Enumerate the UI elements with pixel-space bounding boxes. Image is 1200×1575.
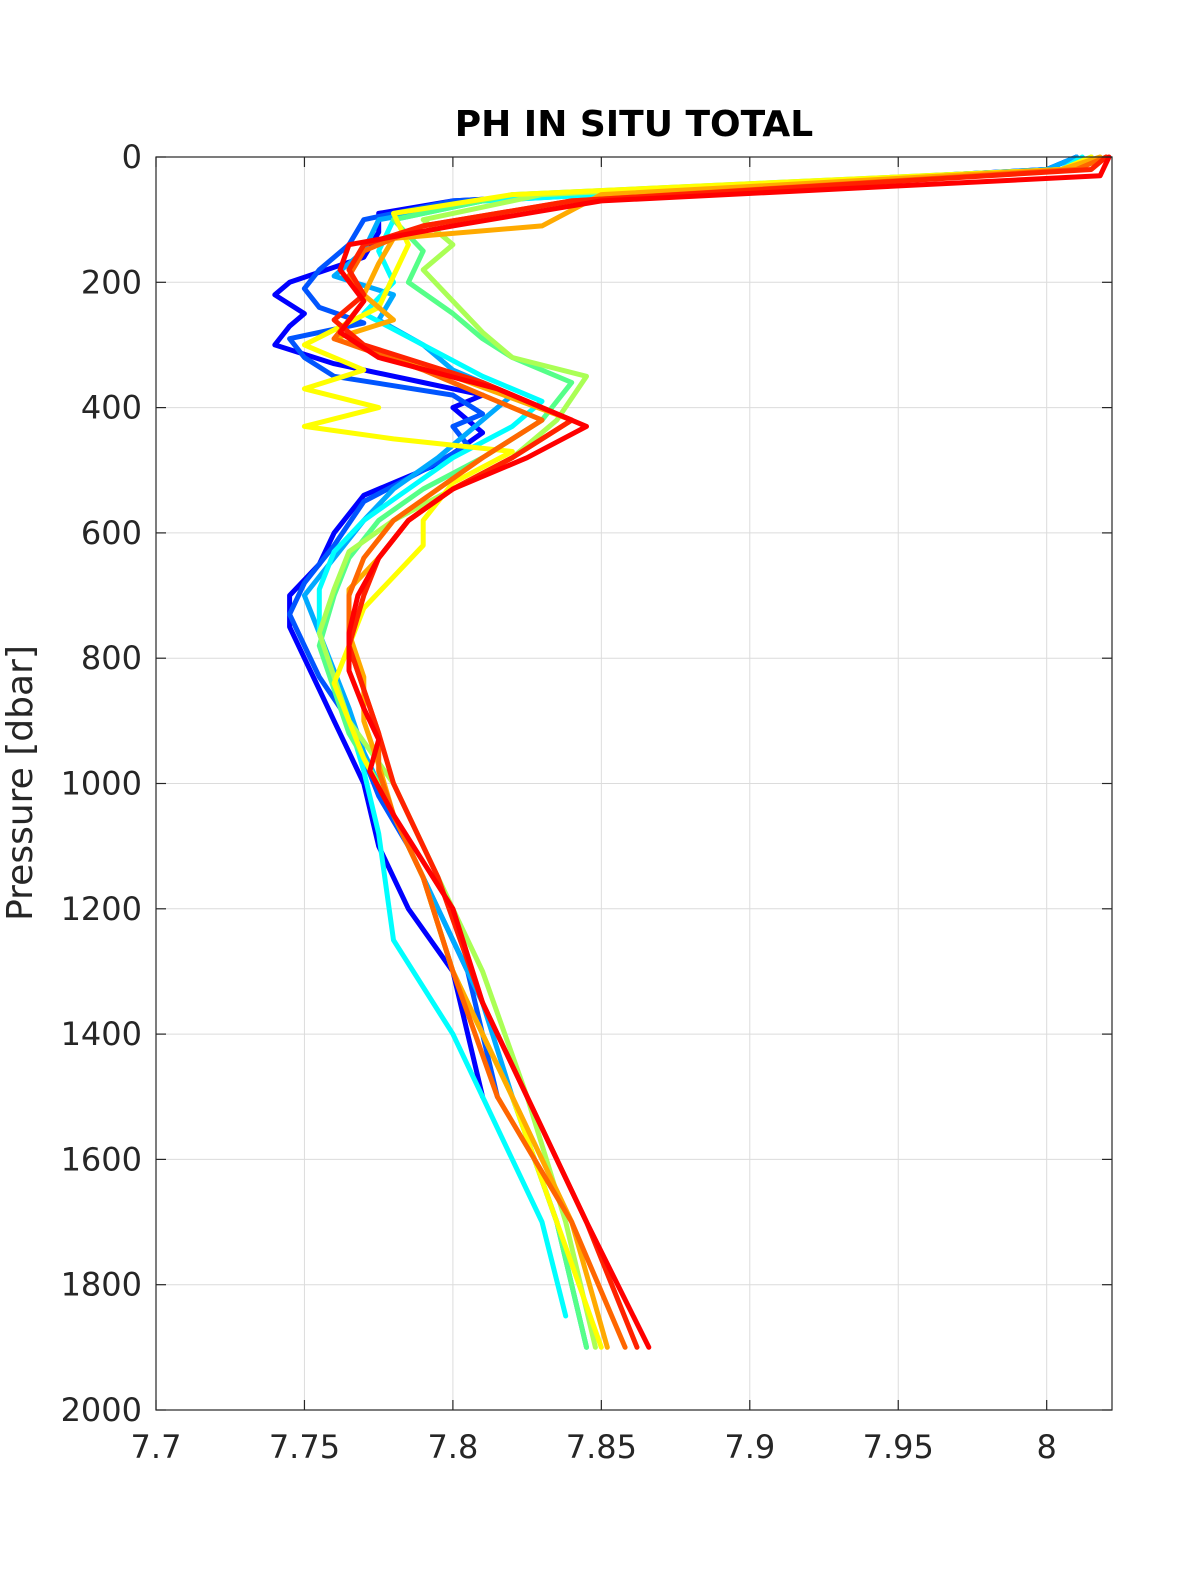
x-tick-label: 7.7: [131, 1428, 182, 1466]
series-line-11: [337, 154, 1112, 1350]
y-tick-label: 1200: [61, 890, 142, 928]
y-tick-label: 1400: [61, 1015, 142, 1053]
x-tick-labels: 7.7 7.75 7.8 7.85 7.9 7.95 8: [131, 1428, 1057, 1466]
y-tick-labels: 0 200 400 600 800 1000 1200 1400 1600 1800 2000: [61, 138, 142, 1429]
y-tick-label: 1800: [61, 1266, 142, 1304]
series-line-9: [331, 154, 1109, 1350]
y-tick-label: 600: [81, 514, 142, 552]
y-tick-label: 1600: [61, 1140, 142, 1178]
y-tick-label: 200: [81, 263, 142, 301]
axis-ticks: [155, 156, 1112, 1411]
x-tick-label: 7.95: [863, 1428, 934, 1466]
x-tick-label: 7.85: [566, 1428, 637, 1466]
series-lines: [272, 154, 1112, 1350]
x-tick-label: 7.9: [724, 1428, 775, 1466]
series-line-3: [301, 154, 1079, 1350]
y-tick-label: 0: [122, 138, 142, 176]
x-tick-label: 7.75: [269, 1428, 340, 1466]
series-line-1: [272, 154, 1079, 1100]
y-tick-label: 800: [81, 639, 142, 677]
y-axis-label: Pressure [dbar]: [0, 645, 41, 921]
chart-title: PH IN SITU TOTAL: [455, 104, 813, 145]
y-tick-label: 400: [81, 389, 142, 427]
x-tick-label: 8: [1037, 1428, 1057, 1466]
y-tick-label: 1000: [61, 765, 142, 803]
y-tick-label: 2000: [61, 1391, 142, 1429]
x-tick-label: 7.8: [427, 1428, 478, 1466]
